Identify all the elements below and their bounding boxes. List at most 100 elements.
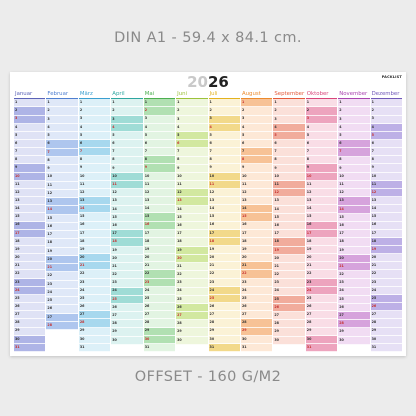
day-number: 12 bbox=[177, 190, 182, 195]
day-number: 23 bbox=[371, 279, 377, 284]
day-row: 9 bbox=[208, 164, 240, 173]
day-number: 7 bbox=[306, 149, 310, 154]
day-row: 17 bbox=[240, 229, 273, 238]
note-space bbox=[315, 311, 337, 318]
note-space bbox=[218, 254, 240, 261]
day-row: 5 bbox=[208, 131, 240, 140]
day-number: 18 bbox=[79, 238, 85, 243]
note-space bbox=[347, 263, 369, 270]
day-number: 4 bbox=[47, 124, 50, 129]
day-row: 12 bbox=[176, 189, 208, 198]
note-space bbox=[380, 344, 402, 351]
brand-logo: PACKLIST bbox=[381, 75, 402, 79]
day-number: 30 bbox=[339, 337, 344, 342]
day-number: 4 bbox=[274, 124, 277, 129]
note-space bbox=[88, 132, 110, 139]
day-number: 13 bbox=[274, 198, 279, 203]
day-row: 6 bbox=[176, 140, 208, 149]
day-number: 22 bbox=[241, 271, 247, 276]
day-number: 18 bbox=[339, 239, 344, 244]
day-row: 24 bbox=[46, 288, 78, 298]
day-number: 16 bbox=[274, 222, 279, 227]
month-column-februar: Februar 1 2 3 4 5 6 7 8 9 10 11 12 13 14 15 16 17 18 19 20 21… bbox=[46, 90, 78, 352]
note-space bbox=[120, 140, 142, 147]
day-number: 20 bbox=[209, 255, 215, 260]
day-number: 14 bbox=[209, 206, 215, 211]
empty-day-slot bbox=[273, 345, 304, 352]
note-space bbox=[185, 99, 207, 106]
month-header-bar bbox=[176, 98, 208, 100]
day-number: 19 bbox=[15, 246, 20, 251]
note-space bbox=[55, 182, 77, 189]
note-space bbox=[218, 173, 240, 180]
day-row: 22 bbox=[370, 270, 403, 279]
day-row: 14 bbox=[338, 205, 370, 214]
day-row: 6 bbox=[338, 140, 370, 149]
note-space bbox=[218, 246, 240, 253]
note-space bbox=[55, 116, 77, 123]
day-row: 5 bbox=[46, 132, 78, 141]
day-number: 15 bbox=[339, 214, 344, 219]
day-row: 11 bbox=[78, 180, 111, 189]
day-row: 28 bbox=[46, 321, 78, 331]
day-row: 3 bbox=[273, 115, 305, 124]
note-space bbox=[250, 344, 272, 351]
note-space bbox=[347, 238, 369, 245]
day-row: 30 bbox=[273, 336, 305, 345]
note-space bbox=[315, 107, 337, 114]
day-row: 18 bbox=[273, 238, 305, 247]
month-column-august: August 1 2 3 4 5 6 7 8 9 10 11 12 13 14 15 16 17 18 19 20 21 2… bbox=[240, 90, 273, 353]
day-number: 31 bbox=[241, 344, 247, 349]
month-header-bar bbox=[111, 98, 143, 100]
day-row: 20 bbox=[338, 254, 370, 263]
day-row: 9 bbox=[176, 164, 208, 173]
note-space bbox=[347, 181, 369, 188]
day-number: 25 bbox=[112, 296, 117, 301]
note-space bbox=[250, 222, 272, 229]
day-number: 25 bbox=[79, 295, 85, 300]
day-row: 25 bbox=[46, 297, 78, 306]
day-number: 12 bbox=[144, 189, 150, 194]
day-row: 14 bbox=[176, 205, 208, 214]
month-name: Januar bbox=[15, 91, 33, 97]
note-space bbox=[153, 205, 175, 212]
day-row: 1 bbox=[176, 99, 208, 108]
day-number: 1 bbox=[15, 100, 18, 105]
day-number: 18 bbox=[177, 239, 182, 244]
month-header-bar bbox=[14, 98, 46, 100]
note-space bbox=[88, 116, 110, 123]
day-row: 21 bbox=[46, 264, 78, 273]
day-number: 1 bbox=[339, 100, 342, 105]
month-name: November bbox=[339, 91, 368, 97]
note-space bbox=[347, 124, 369, 131]
day-number: 8 bbox=[241, 157, 245, 162]
note-space bbox=[380, 336, 402, 343]
day-number: 13 bbox=[306, 197, 312, 202]
day-number: 16 bbox=[209, 222, 215, 227]
day-list: 1 2 3 4 5 6 7 8 9 10 11 12 13 14 15 16 17 18 19 20 21 22 23 24 2… bbox=[273, 99, 305, 352]
day-number: 15 bbox=[144, 214, 150, 219]
day-number: 31 bbox=[144, 344, 150, 349]
day-number: 23 bbox=[274, 280, 279, 285]
day-list: 1 2 3 4 5 6 7 8 9 10 11 12 13 14 15 16 17 18 19 20 21 22 23 24 2… bbox=[240, 99, 273, 353]
day-row: 23 bbox=[208, 278, 240, 287]
day-number: 21 bbox=[209, 263, 215, 268]
day-row: 20 bbox=[143, 254, 176, 263]
day-row: 16 bbox=[240, 221, 273, 230]
note-space bbox=[380, 295, 402, 302]
note-space bbox=[218, 262, 240, 269]
day-row: 8 bbox=[305, 156, 338, 165]
day-number: 14 bbox=[306, 206, 312, 211]
note-space bbox=[120, 222, 142, 229]
note-space bbox=[347, 288, 369, 295]
day-number: 11 bbox=[79, 181, 85, 186]
day-row: 10 bbox=[78, 172, 111, 181]
day-row: 12 bbox=[14, 188, 46, 198]
day-number: 17 bbox=[15, 230, 20, 235]
note-space bbox=[55, 264, 77, 271]
note-space bbox=[315, 132, 337, 139]
day-row: 25 bbox=[240, 294, 273, 304]
note-space bbox=[23, 222, 45, 229]
day-list: 1 2 3 4 5 6 7 8 9 10 11 12 13 14 15 16 17 18 19 20 21 22 23 24 2… bbox=[143, 99, 176, 353]
day-number: 10 bbox=[144, 173, 150, 178]
